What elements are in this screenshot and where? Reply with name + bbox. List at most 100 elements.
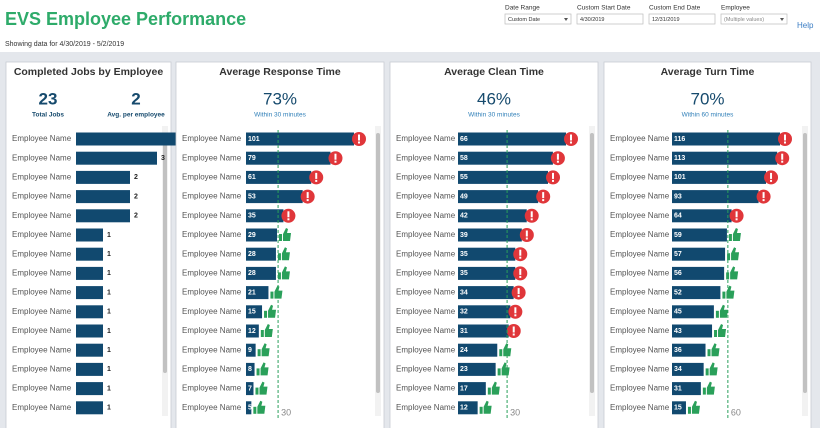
value-label: 79	[248, 155, 256, 162]
value-label: 5	[248, 405, 252, 412]
filter-value: Custom Date	[508, 17, 540, 23]
value-label: 49	[460, 193, 468, 200]
alert-icon-mark	[735, 211, 738, 218]
value-label: 32	[460, 309, 468, 316]
thumb-icon	[730, 266, 739, 280]
employee-name: Employee Name	[396, 192, 456, 201]
thumb-icon-cuff	[499, 349, 503, 357]
employee-name: Employee Name	[182, 269, 242, 278]
alert-icon-mark	[517, 288, 520, 295]
value-label: 55	[460, 174, 468, 181]
help-link[interactable]: Help	[797, 21, 814, 30]
bar	[246, 209, 284, 223]
bar	[76, 170, 130, 184]
employee-name: Employee Name	[12, 249, 72, 258]
filter-box[interactable]	[576, 13, 644, 25]
filter-box[interactable]	[648, 13, 716, 25]
value-label: 45	[674, 309, 682, 316]
scrollbar-thumb[interactable]	[376, 133, 380, 393]
value-label: 1	[107, 309, 111, 316]
value-label: 24	[460, 347, 468, 354]
scrollbar-thumb[interactable]	[803, 133, 807, 393]
alert-icon-dot	[770, 179, 773, 182]
bar	[458, 151, 553, 165]
employee-name: Employee Name	[182, 211, 242, 220]
bar	[458, 382, 486, 396]
value-label: 34	[460, 289, 468, 296]
bar	[672, 170, 767, 184]
scrollbar-thumb[interactable]	[163, 133, 167, 373]
thumb-icon	[257, 400, 266, 414]
value-label: 36	[674, 347, 682, 354]
thumb-icon-cuff	[277, 272, 281, 280]
bar	[672, 324, 713, 338]
bar	[672, 209, 732, 223]
filter-value: 12/31/2019	[652, 17, 680, 23]
bar	[246, 401, 252, 415]
bar	[246, 382, 254, 396]
alert-icon-mark	[512, 326, 515, 333]
filter-label: Custom End Date	[649, 5, 701, 12]
bar	[458, 286, 514, 300]
alert-icon-dot	[530, 218, 533, 221]
employee-name: Employee Name	[610, 345, 670, 354]
bar	[246, 286, 269, 300]
employee-name: Employee Name	[182, 365, 242, 374]
bar	[458, 209, 527, 223]
alert-icon-dot	[781, 160, 784, 163]
filter-box[interactable]	[504, 13, 572, 25]
alert-icon-mark	[770, 172, 773, 179]
alert-icon-mark	[542, 192, 545, 199]
thumb-icon-cuff	[487, 387, 491, 395]
bar	[458, 362, 496, 376]
employee-name: Employee Name	[182, 173, 242, 182]
bar	[458, 228, 522, 242]
alert-icon-dot	[358, 141, 360, 144]
employee-name: Employee Name	[12, 326, 72, 335]
bar	[458, 170, 548, 184]
scrollbar-thumb[interactable]	[590, 133, 594, 393]
employee-name: Employee Name	[610, 403, 670, 412]
employee-name: Employee Name	[396, 403, 456, 412]
employee-name: Employee Name	[12, 134, 72, 143]
value-label: 58	[460, 155, 468, 162]
employee-name: Employee Name	[396, 307, 456, 316]
dropdown-arrow	[780, 18, 784, 21]
dashboard-title: EVS Employee Performance	[5, 9, 246, 29]
thumb-icon-cuff	[714, 330, 718, 337]
thumb-icon-cuff	[257, 349, 261, 357]
employee-name: Employee Name	[610, 288, 670, 297]
bar	[76, 266, 103, 280]
alert-icon-mark	[306, 192, 309, 199]
value-label: 2	[134, 174, 138, 181]
bar	[672, 305, 714, 319]
bar	[672, 362, 704, 376]
thumb-icon	[503, 343, 512, 357]
kpi-label: Within 30 minutes	[254, 112, 306, 119]
bar	[76, 190, 130, 204]
value-label: 28	[248, 251, 256, 258]
bar	[672, 190, 759, 204]
employee-name: Employee Name	[182, 230, 242, 239]
bar	[246, 305, 263, 319]
value-label: 2	[134, 193, 138, 200]
thumb-icon-cuff	[260, 330, 264, 337]
alert-icon-dot	[519, 275, 522, 278]
thumb-icon	[491, 381, 500, 395]
employee-name: Employee Name	[12, 230, 72, 239]
employee-name: Employee Name	[182, 345, 242, 354]
dropdown-arrow	[564, 18, 568, 21]
bar	[458, 132, 566, 146]
value-label: 53	[248, 193, 256, 200]
bar	[76, 324, 103, 338]
thumb-icon	[501, 362, 510, 376]
bar	[672, 382, 701, 396]
alert-icon-dot	[525, 237, 528, 240]
value-label: 31	[460, 328, 468, 335]
alert-icon-mark	[334, 153, 337, 160]
employee-name: Employee Name	[12, 288, 72, 297]
bar	[76, 286, 103, 300]
filter-box[interactable]	[720, 13, 788, 25]
